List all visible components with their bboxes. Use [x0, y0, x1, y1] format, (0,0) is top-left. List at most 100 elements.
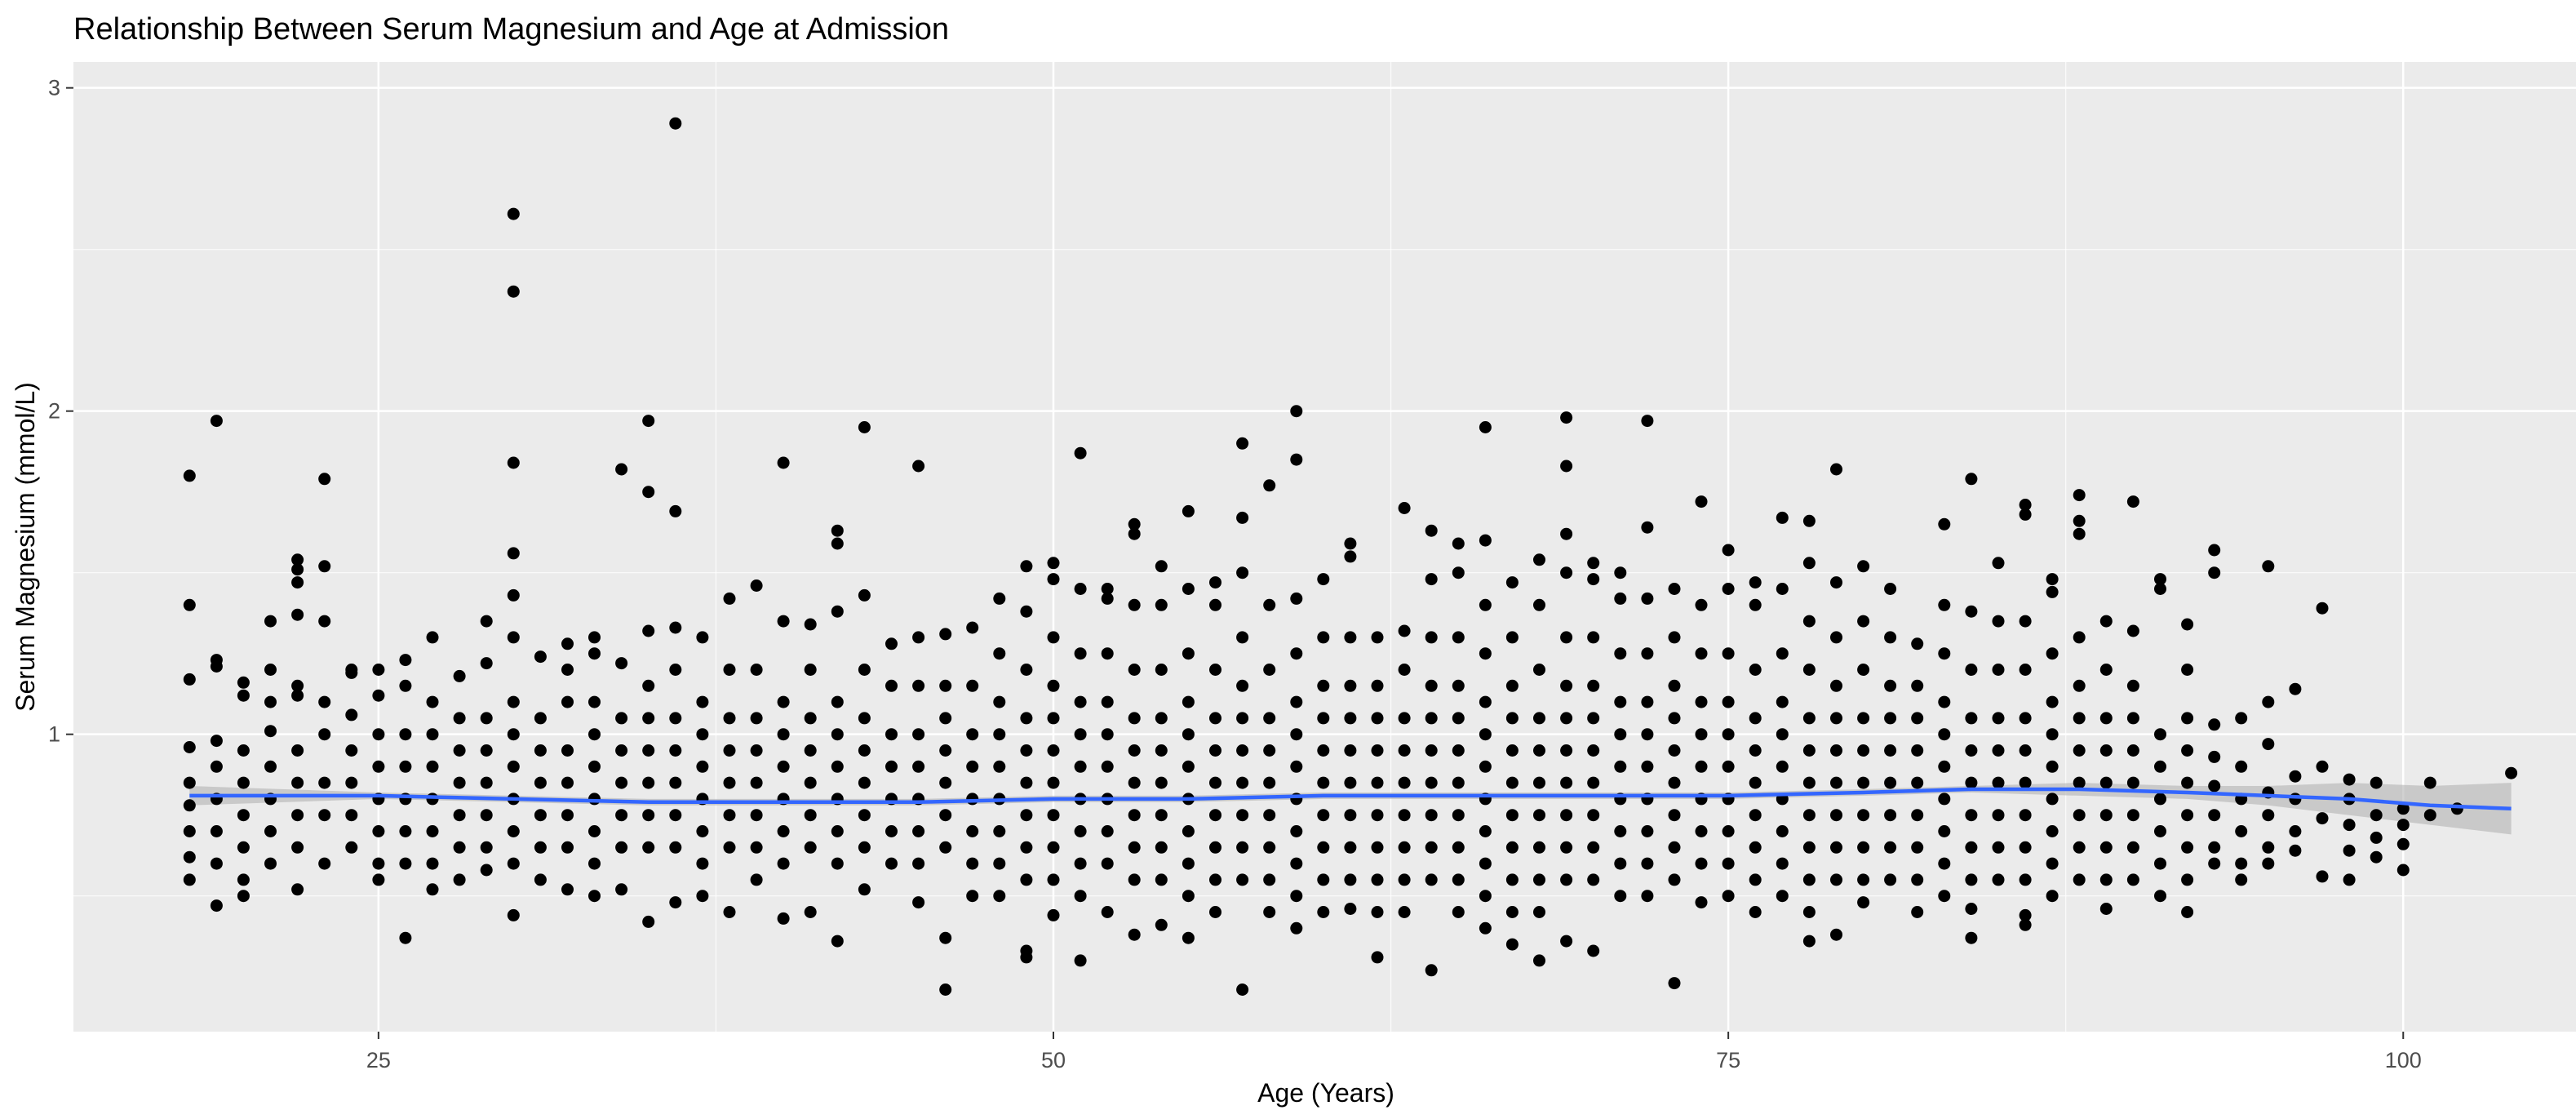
- data-point: [1371, 873, 1384, 886]
- plot-panel: [73, 62, 2576, 1032]
- data-point: [1182, 760, 1195, 773]
- data-point: [669, 664, 682, 676]
- data-point: [2154, 760, 2166, 773]
- data-point: [399, 825, 412, 837]
- x-tick-label: 50: [1041, 1048, 1066, 1072]
- data-point: [1560, 809, 1573, 822]
- data-point: [345, 666, 358, 679]
- data-point: [1209, 712, 1221, 725]
- data-point: [804, 809, 817, 822]
- data-point: [912, 896, 925, 909]
- data-point: [507, 857, 520, 870]
- data-point: [669, 117, 682, 130]
- data-point: [2396, 837, 2410, 850]
- data-point: [561, 744, 574, 757]
- data-point: [1290, 695, 1303, 708]
- data-point: [1722, 728, 1735, 741]
- data-point: [1479, 695, 1492, 708]
- data-point: [264, 825, 277, 837]
- data-point: [2316, 760, 2329, 773]
- data-point: [1505, 776, 1519, 789]
- data-point: [615, 841, 628, 854]
- data-point: [2099, 809, 2113, 822]
- data-point: [2099, 776, 2113, 789]
- data-point: [507, 207, 520, 220]
- data-point: [1641, 890, 1654, 903]
- data-point: [2370, 809, 2383, 822]
- data-point: [588, 647, 601, 660]
- data-point: [2046, 647, 2059, 660]
- data-point: [1992, 557, 2005, 570]
- data-point: [183, 673, 196, 686]
- data-point: [1965, 809, 1978, 822]
- data-point: [2450, 802, 2463, 815]
- data-point: [2099, 615, 2113, 628]
- data-point: [912, 825, 925, 837]
- data-point: [1155, 598, 1168, 611]
- data-point: [966, 679, 979, 692]
- data-point: [2073, 631, 2086, 644]
- y-axis-title: Serum Magnesium (mmol/L): [11, 382, 40, 712]
- data-point: [1101, 906, 1114, 918]
- data-point: [1128, 776, 1141, 789]
- data-point: [1911, 679, 1924, 692]
- data-point: [804, 906, 817, 918]
- data-point: [1128, 664, 1141, 676]
- data-point: [183, 850, 196, 864]
- data-point: [2046, 793, 2059, 806]
- data-point: [1236, 873, 1249, 886]
- data-point: [858, 883, 871, 896]
- data-point: [588, 760, 601, 773]
- data-point: [1587, 744, 1600, 757]
- data-point: [1560, 631, 1573, 644]
- data-point: [642, 679, 655, 692]
- data-point: [1749, 809, 1762, 822]
- data-point: [1101, 647, 1114, 660]
- data-point: [1857, 560, 1870, 573]
- data-point: [1398, 873, 1411, 886]
- data-point: [399, 728, 412, 741]
- data-point: [1776, 511, 1789, 524]
- data-point: [183, 776, 196, 789]
- data-point: [1290, 890, 1303, 903]
- data-point: [2046, 890, 2059, 903]
- data-point: [2181, 906, 2194, 918]
- data-point: [2181, 712, 2194, 725]
- data-point: [372, 664, 385, 676]
- data-point: [1911, 873, 1924, 886]
- data-point: [1452, 537, 1465, 550]
- data-point: [1155, 776, 1168, 789]
- data-point: [399, 760, 412, 773]
- data-point: [561, 809, 574, 822]
- data-point: [2235, 857, 2248, 870]
- data-point: [2046, 728, 2059, 741]
- data-point: [1938, 857, 1951, 870]
- data-point: [1614, 592, 1627, 605]
- data-point: [2208, 779, 2221, 793]
- data-point: [696, 760, 709, 773]
- data-point: [1209, 809, 1221, 822]
- data-point: [1209, 906, 1221, 918]
- data-point: [453, 809, 466, 822]
- data-point: [723, 809, 736, 822]
- data-point: [1505, 906, 1519, 918]
- data-point: [1587, 776, 1600, 789]
- data-point: [2126, 624, 2139, 637]
- data-point: [1857, 744, 1870, 757]
- data-point: [1802, 615, 1816, 628]
- data-point: [615, 809, 628, 822]
- data-point: [1263, 598, 1276, 611]
- data-point: [1047, 776, 1060, 789]
- data-point: [1344, 744, 1357, 757]
- data-point: [2126, 841, 2139, 854]
- confidence-band-group: [189, 783, 2512, 835]
- data-point: [1802, 712, 1816, 725]
- data-point: [1505, 809, 1519, 822]
- data-point: [1128, 928, 1141, 941]
- data-point: [1155, 712, 1168, 725]
- y-tick-label: 2: [48, 399, 60, 424]
- data-point: [1479, 728, 1492, 741]
- data-point: [1533, 841, 1545, 854]
- data-point: [1371, 712, 1384, 725]
- data-point: [1317, 679, 1330, 692]
